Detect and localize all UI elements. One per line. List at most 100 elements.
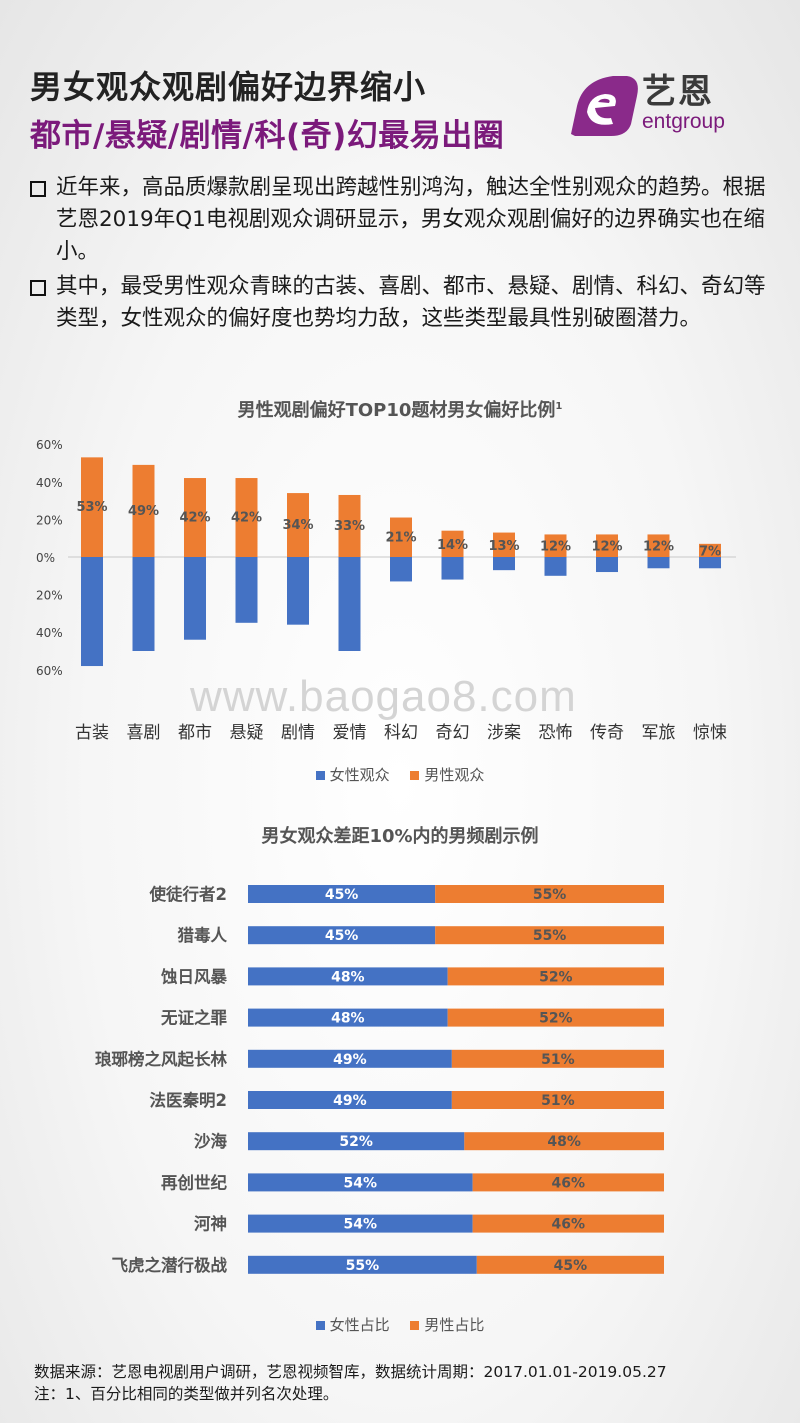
chart1-bar-male	[596, 534, 618, 557]
chart2-bar-male	[464, 1132, 664, 1151]
chart1-bar-female	[287, 557, 309, 625]
chart2-label-female: 54%	[344, 1217, 378, 1233]
chart1-data-label: 49%	[128, 504, 159, 519]
chart1-xtick-label: 传奇	[590, 723, 624, 743]
chart2-label-female: 48%	[331, 1011, 365, 1027]
chart2-show-gender-ratio: 使徒行者2 45% 55% 猎毒人 45% 55% 蚀日风暴 48% 52% 无证之罪 48% 52%…	[95, 884, 664, 1275]
chart1-bar-male	[390, 517, 412, 557]
chart1-bar-female	[647, 557, 670, 569]
legend-female: 女性观众	[315, 764, 390, 785]
footer-source: 数据来源：艺恩电视剧用户调研，艺恩视频智库，数据统计周期：2017.01.01-…	[34, 1363, 667, 1381]
chart1-bar-male	[81, 457, 103, 557]
chart1-bar-female	[493, 557, 515, 571]
chart2-bar-female	[248, 926, 436, 945]
chart1-legend: 女性观众 男性观众	[0, 764, 800, 785]
chart1-data-label: 42%	[179, 511, 210, 526]
chart1-xtick-label: 喜剧	[127, 723, 161, 743]
chart1-bar-female	[544, 557, 567, 576]
chart1-bar-male	[235, 478, 258, 557]
chart2-label-female: 49%	[333, 1052, 367, 1068]
chart1-ytick-label: 60%	[36, 664, 63, 678]
chart2-bar-male	[435, 885, 664, 903]
chart1-xtick-label: 科幻	[384, 723, 418, 743]
chart2-label-male: 48%	[547, 1134, 581, 1150]
entgroup-logo-icon	[571, 76, 638, 136]
chart2-bar-female	[248, 1255, 477, 1274]
bullet-2: 其中，最受男性观众青睐的古装、喜剧、都市、悬疑、剧情、科幻、奇幻等类型，女性观众…	[30, 271, 775, 335]
chart2-category-label: 再创世纪	[161, 1172, 228, 1192]
chart1-bar-female	[441, 557, 464, 580]
chart2-bar-male	[451, 1049, 664, 1068]
chart2-label-female: 52%	[339, 1134, 373, 1150]
chart2-label-male: 52%	[539, 1011, 573, 1027]
chart1-bar-female	[184, 557, 206, 640]
chart2-label-female: 45%	[325, 887, 359, 903]
chart1-xtick-label: 悬疑	[230, 723, 264, 743]
logo-text-en: entgroup	[642, 110, 725, 133]
chart2-category-label: 使徒行者2	[149, 884, 227, 904]
chart2-label-female: 55%	[346, 1258, 380, 1274]
legend-male-share-swatch	[410, 1321, 420, 1330]
chart1-data-label: 14%	[437, 538, 468, 553]
chart2-bar-male	[451, 1091, 664, 1109]
chart1-xtick-label: 爱情	[333, 723, 367, 743]
chart2-label-male: 46%	[552, 1217, 586, 1233]
chart1-genre-preference: 60% 40% 20% 0% 20% 40% 60% 53% 古装 49% 喜剧 42% 都市 42% 悬疑…	[36, 438, 736, 743]
chart2-bar-female	[248, 1049, 452, 1068]
chart1-bar-female	[338, 557, 361, 651]
chart2-bar-male	[476, 1255, 664, 1274]
square-bullet-icon	[30, 181, 46, 197]
chart2-bar-male	[472, 1173, 664, 1192]
chart1-xtick-label: 涉案	[487, 723, 521, 743]
chart1-data-label: 13%	[488, 539, 519, 554]
chart1-bar-female	[235, 557, 258, 623]
square-bullet-icon	[30, 280, 46, 296]
bullet-1: 近年来，高品质爆款剧呈现出跨越性别鸿沟，触达全性别观众的趋势。根据艺恩2019年…	[30, 172, 775, 268]
chart1-ytick-label: 40%	[36, 476, 63, 490]
chart1-xtick-label: 军旅	[642, 723, 676, 743]
chart1-xtick-label: 奇幻	[436, 723, 470, 743]
chart1-ytick-label: 20%	[36, 513, 63, 527]
chart1-data-label: 33%	[334, 519, 365, 534]
chart2-label-female: 54%	[344, 1175, 378, 1191]
chart1-bar-male	[287, 493, 309, 557]
chart2-bar-female	[248, 1173, 473, 1192]
chart1-xtick-label: 古装	[75, 723, 109, 743]
legend-male-share: 男性占比	[410, 1314, 484, 1335]
chart2-category-label: 无证之罪	[160, 1008, 228, 1028]
chart1-data-label: 7%	[699, 544, 721, 559]
chart2-bar-male	[472, 1214, 664, 1233]
legend-female-share-swatch	[315, 1321, 325, 1330]
chart1-xtick-label: 剧情	[281, 723, 315, 743]
chart2-bar-female	[248, 1091, 452, 1109]
bullet-2-text: 其中，最受男性观众青睐的古装、喜剧、都市、悬疑、剧情、科幻、奇幻等类型，女性观众…	[56, 274, 766, 331]
legend-female-share: 女性占比	[315, 1314, 390, 1335]
chart1-bar-male	[132, 464, 155, 557]
chart1-bar-female	[132, 557, 155, 651]
chart2-category-label: 飞虎之潜行极战	[112, 1255, 228, 1275]
chart2-label-male: 46%	[552, 1175, 586, 1191]
chart1-bar-male	[544, 534, 567, 557]
chart2-title: 男女观众差距10%内的男频剧示例	[261, 826, 539, 847]
chart1-bar-male	[184, 478, 206, 557]
chart2-label-female: 49%	[333, 1093, 367, 1109]
chart2-bar-male	[447, 967, 664, 986]
legend-male-swatch	[410, 771, 420, 780]
chart2-category-label: 河神	[194, 1214, 227, 1234]
page-title: 男女观众观剧偏好边界缩小	[30, 68, 427, 106]
chart1-bar-male	[338, 494, 361, 557]
chart1-xtick-label: 恐怖	[539, 723, 573, 743]
chart2-label-male: 55%	[533, 928, 567, 944]
chart2-bar-female	[248, 1132, 465, 1151]
chart1-data-label: 12%	[591, 540, 622, 555]
footer-note: 注：1、百分比相同的类型做并列名次处理。	[34, 1385, 339, 1403]
chart2-category-label: 法医秦明2	[150, 1090, 227, 1110]
chart2-label-male: 51%	[541, 1093, 575, 1109]
chart2-bar-male	[447, 1008, 664, 1027]
chart1-bar-male	[493, 532, 515, 557]
page-subtitle: 都市/悬疑/剧情/科(奇)幻最易出圈	[30, 118, 505, 154]
chart1-bar-female	[699, 557, 721, 569]
chart1-bar-female	[81, 557, 103, 667]
chart1-data-label: 12%	[643, 540, 674, 555]
chart2-category-label: 蚀日风暴	[160, 966, 228, 986]
